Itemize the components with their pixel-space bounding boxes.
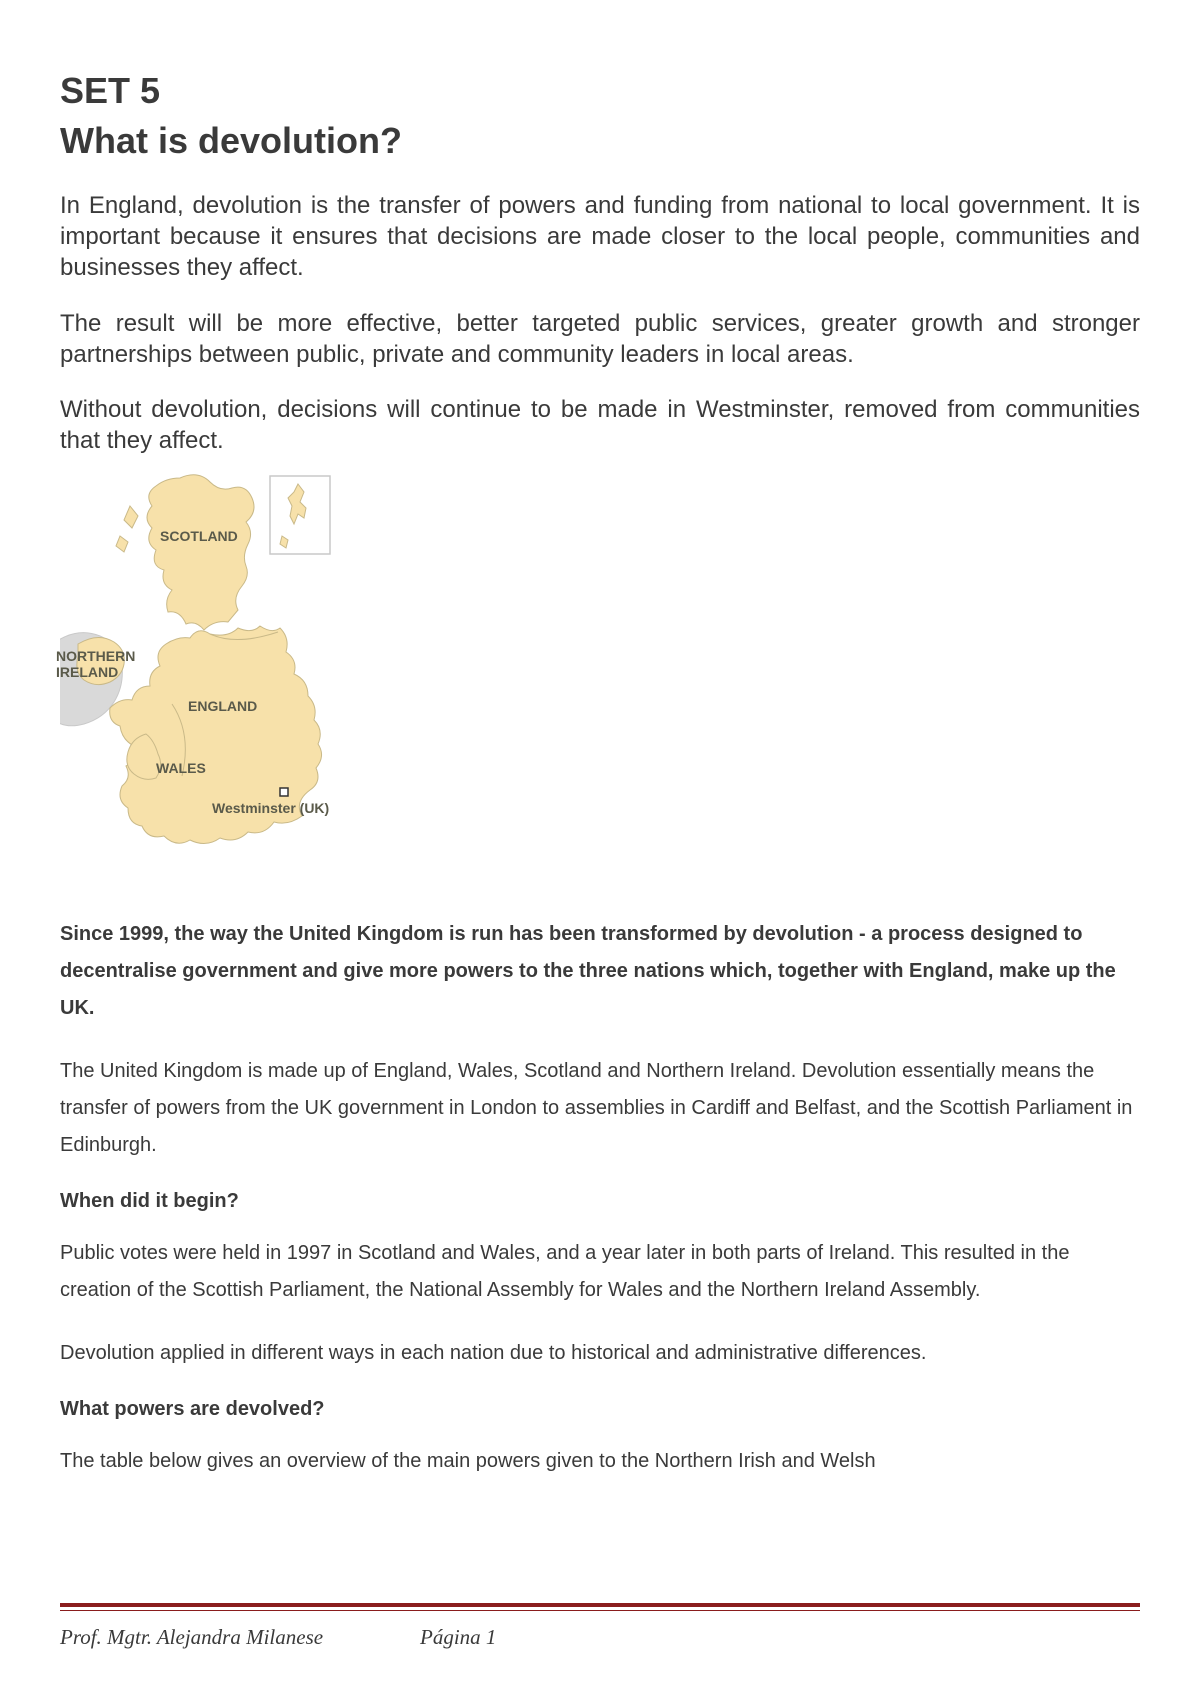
intro-paragraph-1: In England, devolution is the transfer o… [60, 190, 1140, 284]
subheading-powers: What powers are devolved? [60, 1398, 1140, 1421]
map-label-england: ENGLAND [188, 698, 257, 714]
footer-rule [60, 1603, 1140, 1611]
map-label-ni-2: IRELAND [56, 664, 118, 680]
when-paragraph-1: Public votes were held in 1997 in Scotla… [60, 1235, 1140, 1309]
footer-author: Prof. Mgtr. Alejandra Milanese [60, 1625, 420, 1650]
powers-paragraph: The table below gives an overview of the… [60, 1443, 1140, 1480]
footer-page-number: Página 1 [420, 1625, 496, 1650]
map-label-westminster: Westminster (UK) [212, 800, 329, 816]
uk-map: SCOTLAND NORTHERN IRELAND ENGLAND WALES … [60, 466, 380, 886]
document-title: What is devolution? [60, 120, 1140, 162]
set-heading: SET 5 [60, 70, 1140, 112]
map-label-ni-1: NORTHERN [56, 648, 135, 664]
intro-paragraph-3: Without devolution, decisions will conti… [60, 394, 1140, 456]
map-label-scotland: SCOTLAND [160, 528, 238, 544]
bold-intro: Since 1999, the way the United Kingdom i… [60, 916, 1140, 1027]
when-paragraph-2: Devolution applied in different ways in … [60, 1335, 1140, 1372]
uk-makeup-paragraph: The United Kingdom is made up of England… [60, 1053, 1140, 1164]
subheading-when: When did it begin? [60, 1190, 1140, 1213]
map-label-wales: WALES [156, 760, 206, 776]
page-footer: Prof. Mgtr. Alejandra Milanese Página 1 [60, 1603, 1140, 1650]
intro-paragraph-2: The result will be more effective, bette… [60, 308, 1140, 370]
